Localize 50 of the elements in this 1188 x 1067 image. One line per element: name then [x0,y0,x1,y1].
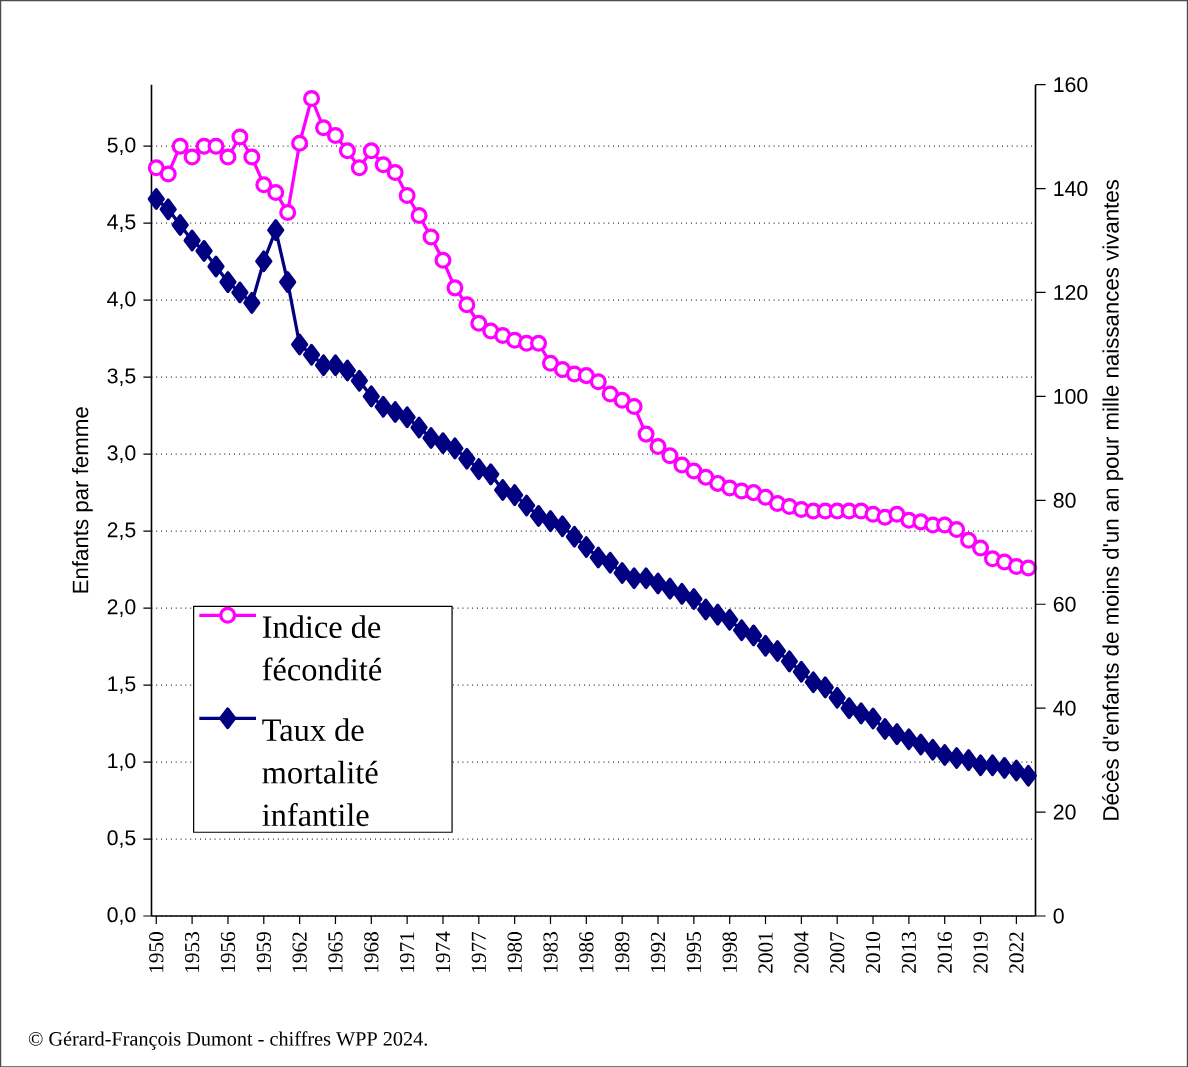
legend-label: Taux de mortalité infantile [262,718,378,826]
x-tick-label: 1956 [220,931,236,972]
x-tick-label: 1965 [328,931,343,972]
y-tick-label: 1,0 [108,753,136,771]
x-tick-label: 1983 [543,931,558,972]
y2-tick-label: 40 [1053,700,1076,716]
x-tick-label: 2004 [794,931,809,973]
y-tick-label: 2,5 [107,522,136,540]
x-tick-label: 1995 [686,931,701,972]
x-tick-label: 1968 [364,931,379,972]
x-tick-label: 2001 [758,932,773,973]
x-tick-label: 1953 [184,931,200,972]
y2-tick-label: 60 [1053,596,1076,612]
x-tick-label: 1962 [292,932,307,972]
y-tick-label: 4,5 [107,214,136,232]
legend-label: Indice de fécondité [262,615,382,681]
x-tick-label: 1977 [471,931,486,972]
y-tick-label: 5,0 [107,137,136,155]
x-tick-label: 1980 [507,931,522,972]
y2-tick-label: 20 [1053,804,1076,820]
y-tick-label: 3,0 [107,445,136,463]
y2-tick-label: 160 [1054,76,1088,92]
y-axis-title: Enfants par femme [72,407,93,593]
x-tick-label: 2007 [830,931,845,973]
y2-tick-label: 120 [1054,284,1088,300]
x-tick-label: 1950 [149,931,164,972]
x-tick-label: 2019 [973,931,988,973]
y2-axis-title: Décès d'enfants de moins d'un an pour mille naissances vivantes [1102,179,1124,820]
x-tick-label: 1992 [650,932,666,972]
y-tick-label: 3,5 [107,368,136,386]
text: © Gérard-François Dumont - chiffres WPP 2024. [28,1031,427,1050]
y-tick-label: 2,0 [107,599,136,617]
x-tick-label: 2016 [937,931,952,973]
y-tick-label: 0,5 [107,830,136,848]
x-tick-label: 2010 [865,931,881,973]
x-tick-label: 1989 [615,931,630,972]
y2-tick-label: 140 [1054,180,1088,196]
x-tick-label: 2013 [901,931,917,973]
x-tick-label: 1959 [256,931,271,972]
x-tick-label: 2022 [1009,932,1024,973]
y-tick-label: 1,5 [108,676,136,694]
x-tick-label: 1971 [400,932,415,972]
y2-tick-label: 0 [1053,908,1064,924]
x-tick-label: 1974 [435,931,451,972]
y-tick-label: 4,0 [107,291,136,309]
x-tick-label: 1986 [579,931,594,972]
y2-tick-label: 80 [1053,492,1076,508]
y2-tick-label: 100 [1054,388,1088,404]
x-tick-label: 1998 [722,931,737,972]
y-tick-label: 0,0 [107,906,136,925]
